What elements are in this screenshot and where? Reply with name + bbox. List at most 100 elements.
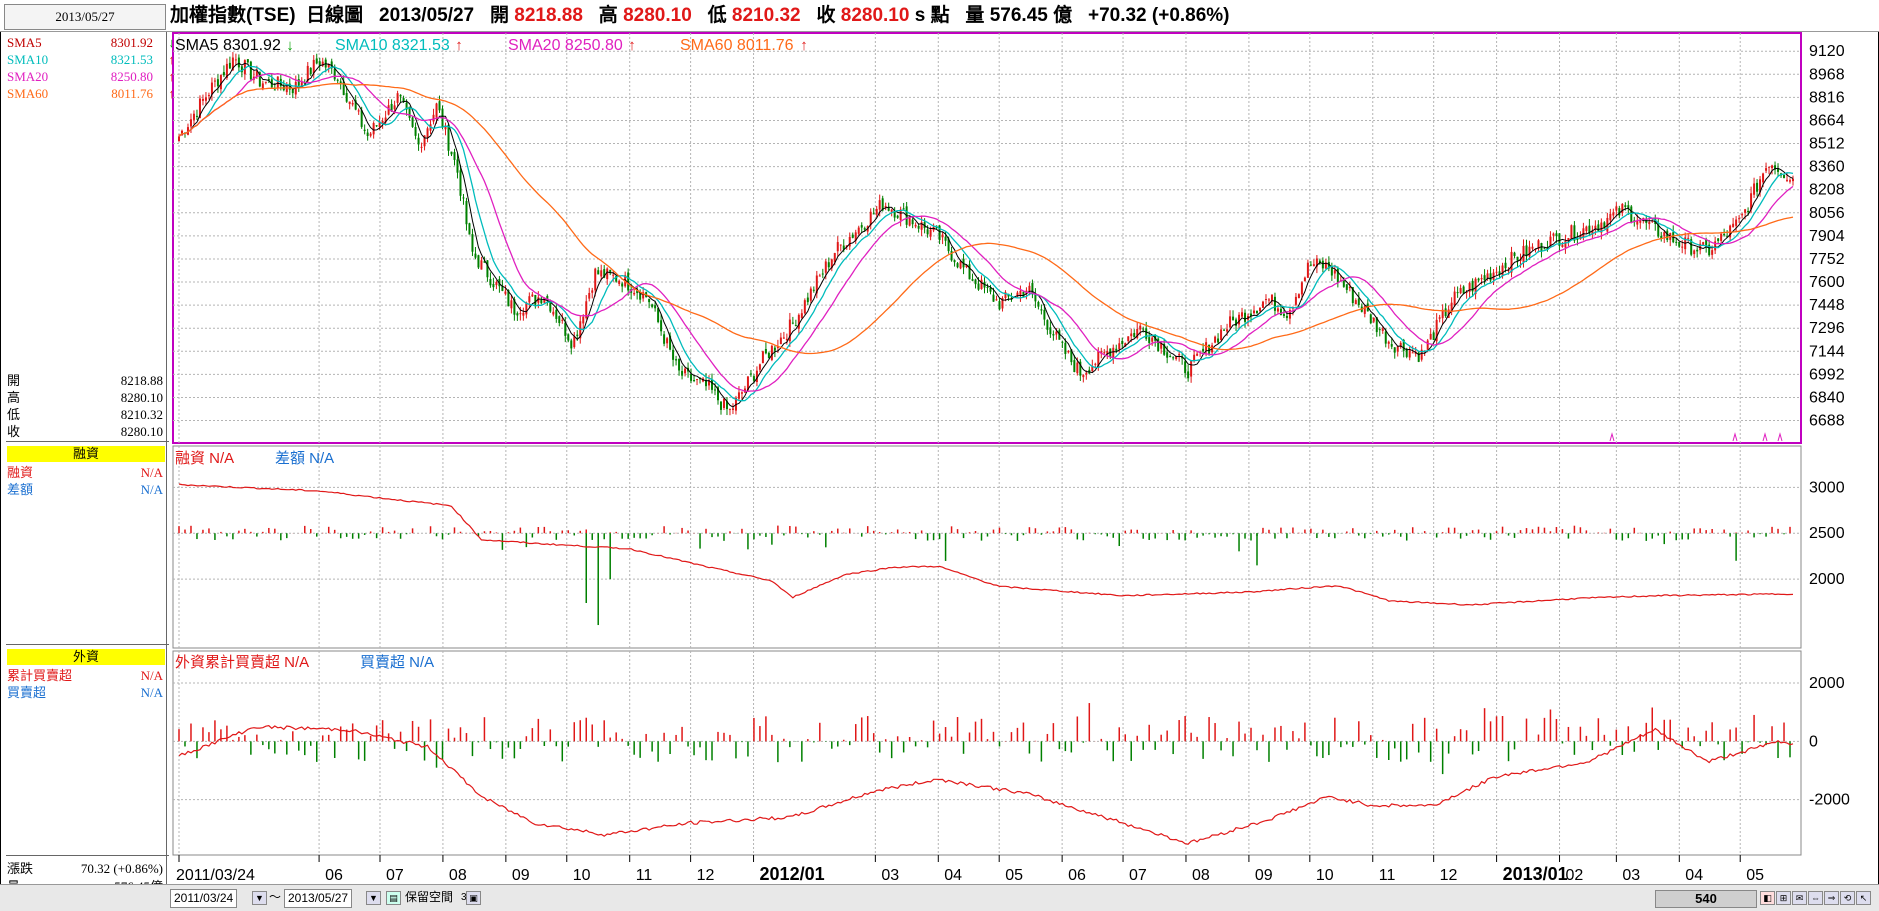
candle-body (456, 159, 459, 173)
candle-body (405, 102, 408, 110)
chart-settings-icon[interactable]: ▤ (386, 891, 401, 905)
arrow-up-icon: ↑ (168, 86, 176, 101)
bottom-toolbar: 2011/03/24 ▼ ～ 2013/05/27 ▼ ▤ 保留空間 3 ▣ 5… (0, 884, 1879, 911)
zoom-icon[interactable]: ▣ (466, 891, 481, 905)
candle-body (1492, 272, 1495, 280)
candle-body (893, 210, 896, 218)
candle-body (824, 261, 827, 273)
candle-body (234, 59, 237, 61)
candle-body (228, 62, 231, 69)
candle-body (833, 253, 836, 263)
candle-body (1522, 245, 1525, 263)
candle-body (1330, 267, 1333, 276)
candle-body (1016, 292, 1019, 297)
candle-body (740, 392, 743, 394)
candle-body (1657, 224, 1660, 237)
dropdown-arrow-icon[interactable]: ▼ (366, 891, 381, 905)
candle-body (1145, 328, 1148, 339)
rewind-icon[interactable]: ⟲ (1840, 891, 1855, 905)
candle-body (1285, 315, 1288, 318)
candle-body (839, 244, 842, 246)
candle-body (267, 79, 270, 81)
candle-body (1585, 226, 1588, 231)
candle-body (354, 100, 357, 110)
panel-divider (6, 644, 169, 645)
candle-body (537, 297, 540, 303)
candle-body (1786, 179, 1789, 181)
candle-body (1411, 352, 1414, 354)
candle-body (1363, 306, 1366, 314)
candle-body (1270, 294, 1273, 302)
candle-body (1318, 260, 1321, 263)
candle-body (231, 57, 234, 71)
pointer-icon[interactable]: ↖ (1856, 891, 1871, 905)
candle-body (339, 81, 342, 84)
y-tick-label: -2000 (1809, 792, 1850, 809)
candle-body (899, 209, 902, 221)
candle-body (1564, 240, 1567, 248)
y-tick-label: 8816 (1809, 89, 1845, 106)
foreign-row-label: 累計買賣超 (7, 668, 73, 683)
candle-body (426, 128, 429, 138)
candle-body (1387, 341, 1390, 344)
toolbar-icon-2[interactable]: ⊞ (1776, 891, 1791, 905)
candle-body (1348, 286, 1351, 289)
candle-body (201, 98, 204, 101)
candle-body (1600, 222, 1603, 233)
candle-body (195, 115, 198, 117)
candle-body (576, 334, 579, 336)
candle-body (192, 113, 195, 120)
candle-body (1552, 233, 1555, 236)
candle-body (216, 79, 219, 87)
candle-body (1603, 222, 1606, 229)
zoom-out-icon[interactable]: ⇔ (1808, 891, 1823, 905)
candle-body (1172, 357, 1175, 359)
y-tick-label: 8056 (1809, 205, 1845, 222)
candle-body (770, 345, 773, 360)
candle-body (1067, 351, 1070, 353)
candle-body (693, 380, 696, 382)
candle-body (1031, 283, 1034, 293)
volume-label: 量 (965, 5, 985, 26)
candle-body (818, 275, 821, 277)
zoom-in-icon[interactable]: ⇒ (1824, 891, 1839, 905)
candle-body (1357, 298, 1360, 305)
dropdown-arrow-icon[interactable]: ▼ (252, 891, 267, 905)
toolbar-icon-3[interactable]: ✉ (1792, 891, 1807, 905)
candle-body (178, 136, 180, 141)
candle-body (501, 285, 504, 291)
ohlc-row: 低 8210.32 (5, 406, 165, 424)
toolbar-icon-1[interactable]: ◧ (1760, 891, 1775, 905)
candle-body (1184, 361, 1187, 373)
candle-body (1726, 236, 1729, 238)
candle-body (1678, 241, 1681, 247)
candle-body (812, 289, 815, 291)
x-axis: 2011/03/24 06 07 08 09 10 11 12 2012/01 03 04 05 06 0… (176, 855, 1764, 884)
candle-body (243, 60, 246, 75)
candle-body (1148, 337, 1151, 344)
candle-body (1507, 270, 1510, 272)
x-tick-label: 07 (386, 867, 404, 884)
y-tick-label: 8664 (1809, 112, 1845, 129)
candle-body (600, 270, 603, 277)
foreign-legend-item: 買賣超 N/A (360, 654, 434, 671)
candle-body (285, 85, 288, 93)
candle-body (1639, 220, 1642, 223)
candle-body (582, 316, 585, 324)
candle-body (651, 304, 654, 307)
candle-body (534, 294, 537, 305)
margin-legend-item: 融資 N/A (175, 450, 234, 467)
candle-body (848, 236, 851, 247)
candle-body (1160, 343, 1163, 349)
candle-body (1774, 165, 1777, 170)
candle-body (800, 313, 803, 318)
candle-body (207, 95, 210, 97)
candle-body (402, 98, 405, 102)
candle-body (654, 305, 657, 309)
arrow-up-icon: ↑ (628, 37, 636, 54)
start-date-field[interactable]: 2011/03/24 (170, 889, 238, 908)
candle-body (1181, 356, 1184, 359)
candle-body (1756, 182, 1759, 192)
end-date-field[interactable]: 2013/05/27 (284, 889, 353, 908)
chart-area[interactable]: 9120 8968 8816 8664 8512 8360 8208 8056 7904 7752… (0, 0, 1879, 884)
